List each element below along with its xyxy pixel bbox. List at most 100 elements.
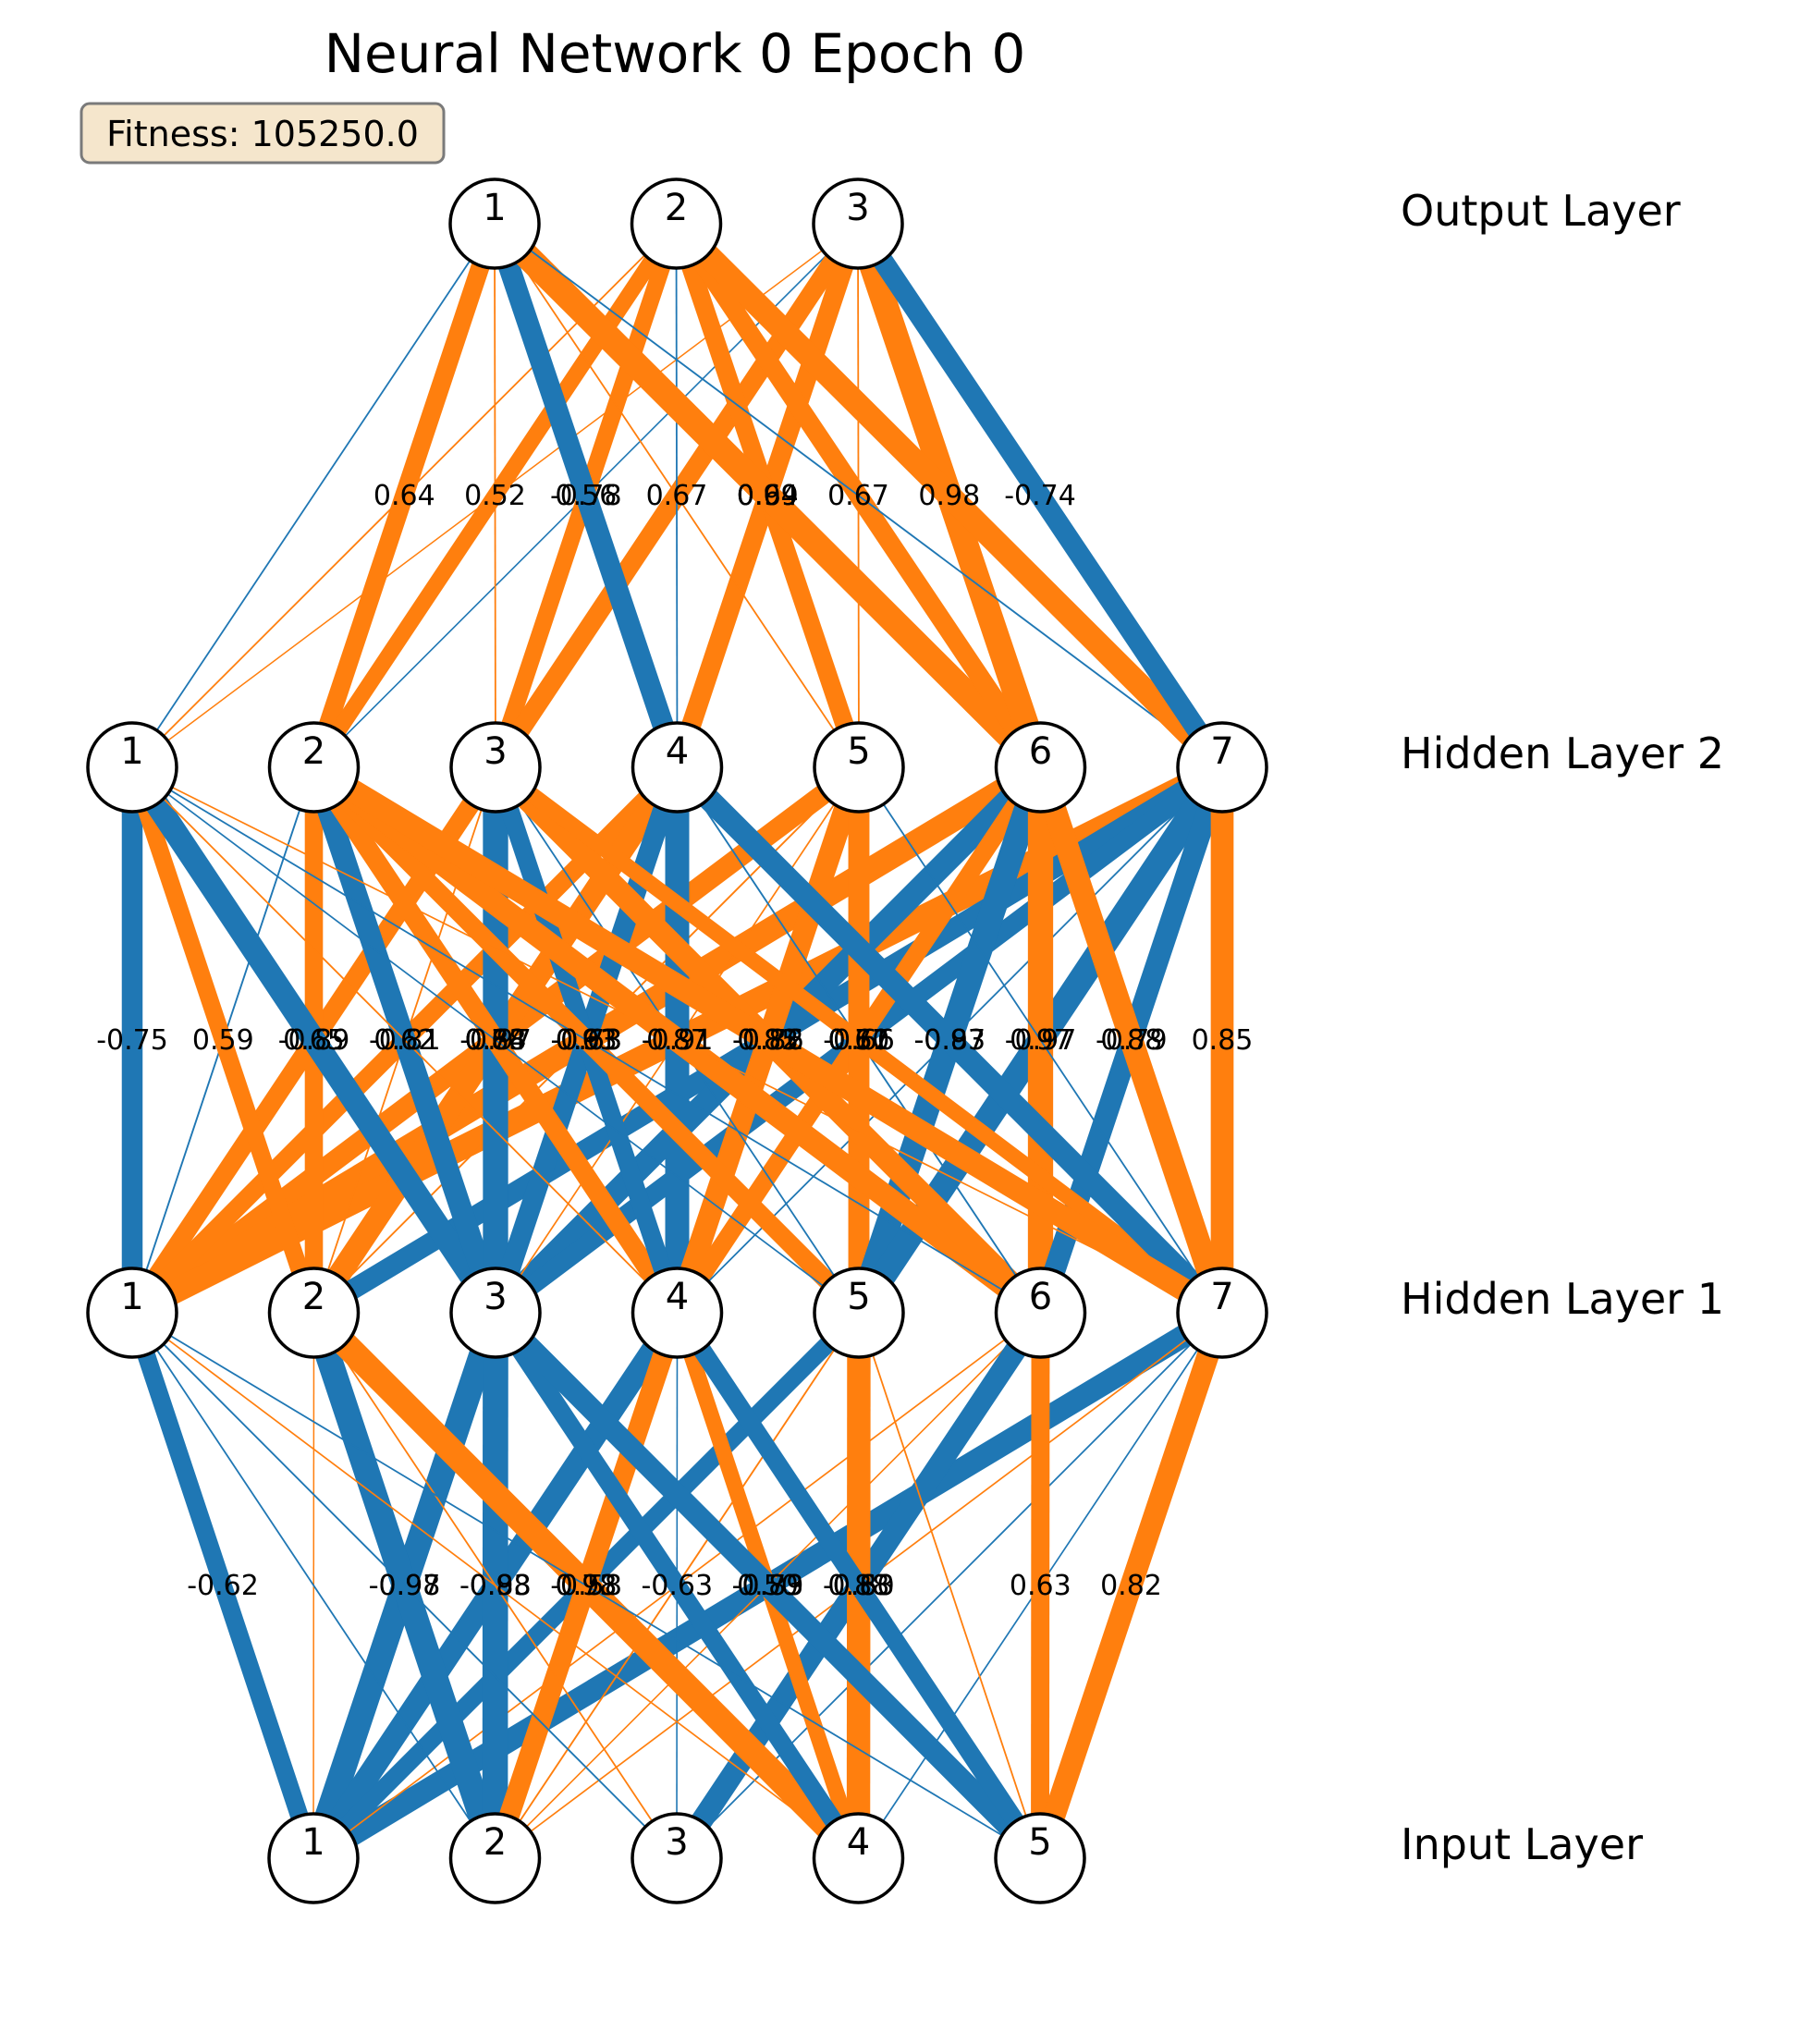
edge-89 xyxy=(494,223,860,768)
edge-label-59: 0.77 xyxy=(828,1024,890,1057)
edge-label-61: -0.97 xyxy=(1005,1024,1077,1057)
edge-label-47: -0.73 xyxy=(550,1024,622,1057)
edge-label-41: -0.72 xyxy=(732,1024,804,1057)
nodes-group: 1 2 3 4 5 1 2 3 4 5 6 7 1 2 3 4 5 6 7 1 2 3 xyxy=(86,177,1268,1904)
node-label: 1 xyxy=(301,1821,324,1864)
node-circle xyxy=(448,1812,542,1904)
node-L1-7: 7 xyxy=(1176,1267,1268,1359)
edge-label-33: 0.73 xyxy=(465,1024,527,1057)
node-L0-3: 3 xyxy=(631,1812,723,1904)
node-L2-2: 2 xyxy=(267,721,361,814)
edge-label-64: 0.87 xyxy=(646,1024,708,1057)
node-label: 5 xyxy=(847,1276,870,1318)
node-label: 3 xyxy=(484,730,507,773)
edge-label-4: -0.58 xyxy=(550,1570,622,1602)
node-circle xyxy=(1176,721,1268,814)
edge-62 xyxy=(131,766,860,1314)
layer-label-1: Hidden Layer 1 xyxy=(1401,1274,1724,1324)
edge-68 xyxy=(131,766,1041,1314)
edge-74 xyxy=(308,757,1229,1323)
node-label: 3 xyxy=(846,187,869,229)
edge-label-22: -0.63 xyxy=(641,1570,713,1602)
node-label: 1 xyxy=(483,187,506,229)
node-label: 5 xyxy=(1028,1821,1051,1864)
edge-label-72: 0.88 xyxy=(1100,1024,1162,1057)
node-circle xyxy=(813,721,905,814)
edge-labels-group: -0.62 -0.97 -0.83 -0.83-0.58-0.98 -0.98 0.73-… xyxy=(96,480,1253,1602)
edge-label-45: -0.81 xyxy=(369,1024,441,1057)
layer-label-2: Hidden Layer 2 xyxy=(1401,728,1724,778)
edge-label-94: 0.98 xyxy=(918,480,980,512)
fitness-text: Fitness: 105250.0 xyxy=(106,114,419,154)
node-L2-1: 1 xyxy=(86,721,178,814)
edge-23 xyxy=(131,1312,860,1859)
edge-label-38: 0.59 xyxy=(192,1024,254,1057)
edge-label-7: -0.98 xyxy=(369,1570,441,1602)
edge-label-34: 0.91 xyxy=(556,1024,618,1057)
node-L1-4: 4 xyxy=(631,1267,724,1359)
edge-27 xyxy=(1031,1312,1050,1859)
node-circle xyxy=(449,1267,542,1359)
edge-label-90: 0.64 xyxy=(737,480,799,512)
edge-label-92: 0.99 xyxy=(737,480,799,512)
node-label: 3 xyxy=(665,1821,688,1864)
edge-label-49: -0.66 xyxy=(823,1024,895,1057)
edge-76 xyxy=(858,766,1223,1314)
edge-label-27: 0.63 xyxy=(1010,1570,1071,1602)
node-circle xyxy=(631,1267,724,1359)
node-L3-2: 2 xyxy=(630,177,723,270)
edge-77 xyxy=(131,223,496,768)
edge-label-80: 0.64 xyxy=(373,480,435,512)
edge-72 xyxy=(1029,763,1234,1317)
node-circle xyxy=(449,721,542,814)
node-L2-3: 3 xyxy=(449,721,542,814)
edge-label-84: 0.56 xyxy=(555,480,617,512)
page-title: Neural Network 0 Epoch 0 xyxy=(324,22,1026,85)
edge-70 xyxy=(490,761,1228,1319)
edge-56 xyxy=(131,766,679,1314)
edge-label-9: 0.73 xyxy=(556,1570,618,1602)
node-L3-1: 1 xyxy=(448,177,541,270)
node-label: 2 xyxy=(302,1276,325,1318)
edge-0 xyxy=(123,1309,323,1862)
edge-28 xyxy=(1029,1309,1233,1862)
edge-label-70: 0.50 xyxy=(828,1024,890,1057)
edge-label-19: 0.98 xyxy=(556,1570,618,1602)
node-label: 4 xyxy=(666,1276,689,1318)
edge-label-25: -0.79 xyxy=(732,1570,804,1602)
edge-label-40: 0.84 xyxy=(465,1024,527,1057)
node-L1-5: 5 xyxy=(813,1267,905,1359)
edge-38 xyxy=(123,764,323,1316)
edge-97 xyxy=(849,217,1231,774)
edge-label-51: 0.68 xyxy=(465,1024,527,1057)
node-L1-2: 2 xyxy=(267,1267,361,1359)
edge-label-46: -0.97 xyxy=(459,1024,532,1057)
node-label: 1 xyxy=(120,730,143,773)
edge-44 xyxy=(122,760,506,1320)
node-circle xyxy=(448,177,541,270)
node-label: 6 xyxy=(1029,730,1052,773)
edge-label-8: -0.98 xyxy=(459,1570,532,1602)
node-L1-3: 3 xyxy=(449,1267,542,1359)
edge-86 xyxy=(484,220,688,771)
node-L1-1: 1 xyxy=(86,1267,178,1359)
edge-label-93: 0.67 xyxy=(827,480,889,512)
edge-26 xyxy=(669,1307,1048,1864)
edge-label-0: -0.62 xyxy=(187,1570,259,1602)
node-L2-4: 4 xyxy=(631,721,724,814)
node-label: 7 xyxy=(1210,730,1233,773)
edge-label-55: 0.61 xyxy=(828,1024,890,1057)
node-label: 3 xyxy=(484,1276,507,1318)
edge-label-31: -0.75 xyxy=(96,1024,168,1057)
node-circle xyxy=(813,1267,905,1359)
edges-group xyxy=(121,214,1234,1868)
edge-10 xyxy=(131,1312,496,1859)
edge-92 xyxy=(485,214,1050,777)
node-circle xyxy=(86,1267,178,1359)
edge-label-20: 0.50 xyxy=(737,1570,799,1602)
edge-80 xyxy=(304,220,504,771)
edge-label-97: -0.74 xyxy=(1004,480,1076,512)
node-circle xyxy=(267,721,361,814)
edge-label-73: 0.85 xyxy=(1192,1024,1254,1057)
